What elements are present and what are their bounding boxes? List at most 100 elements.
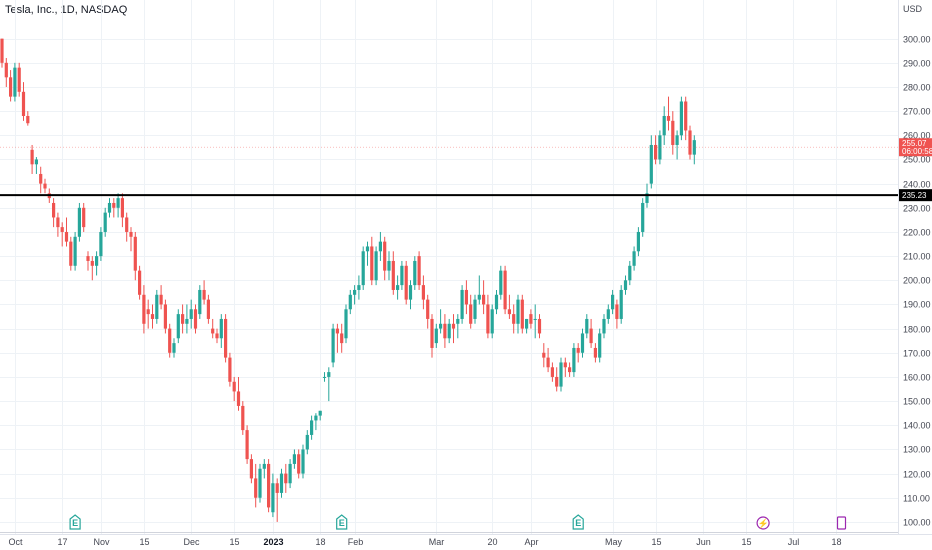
candle-body bbox=[39, 173, 43, 184]
candle bbox=[684, 96, 688, 141]
candle-body bbox=[482, 294, 486, 305]
candle-body bbox=[589, 328, 593, 344]
candle bbox=[245, 425, 249, 464]
candle-body bbox=[52, 202, 56, 218]
candle bbox=[219, 314, 223, 348]
candle-body bbox=[125, 217, 129, 232]
candle-body bbox=[469, 304, 473, 324]
candle-body bbox=[370, 246, 374, 281]
candle-body bbox=[576, 347, 580, 353]
candle bbox=[525, 318, 529, 334]
x-tick-label: Apr bbox=[524, 537, 538, 547]
candle bbox=[236, 376, 241, 411]
candle bbox=[550, 362, 554, 382]
candle bbox=[52, 198, 56, 228]
candle bbox=[90, 256, 94, 281]
candle-body bbox=[176, 314, 180, 339]
candle-body bbox=[21, 91, 26, 116]
y-tick-label: 130.00 bbox=[903, 445, 931, 455]
candle bbox=[404, 260, 408, 305]
current-price-badge bbox=[899, 138, 932, 157]
candle bbox=[365, 241, 370, 266]
candle-body bbox=[284, 473, 288, 484]
candle bbox=[120, 193, 124, 228]
candle-body bbox=[585, 318, 589, 334]
candle bbox=[636, 227, 640, 257]
candle-body bbox=[426, 299, 430, 319]
x-tick-label: 18 bbox=[315, 537, 325, 547]
candle bbox=[176, 309, 180, 344]
candle bbox=[529, 309, 533, 329]
candle-body bbox=[525, 318, 529, 329]
candle bbox=[318, 410, 322, 421]
candle bbox=[542, 343, 546, 368]
candle bbox=[129, 227, 133, 252]
candle-body bbox=[133, 236, 137, 271]
candle-body bbox=[17, 67, 21, 92]
time-scale[interactable]: Oct 17 Nov 15 Dec 15 2023 18 Feb Mar 20 Apr May 15 Jun… bbox=[8, 537, 841, 547]
candle bbox=[310, 415, 314, 440]
candle-body bbox=[537, 318, 542, 334]
horizontal-line[interactable] bbox=[0, 146, 898, 197]
candle bbox=[254, 463, 258, 508]
candle-body bbox=[396, 285, 400, 290]
candle-body bbox=[353, 289, 357, 295]
candle bbox=[301, 444, 305, 479]
candle bbox=[77, 202, 81, 242]
candle-body bbox=[434, 328, 438, 344]
candle bbox=[464, 280, 468, 315]
candle-body bbox=[82, 207, 86, 228]
candle-body bbox=[193, 309, 198, 329]
y-tick-label: 300.00 bbox=[903, 35, 931, 45]
candle bbox=[125, 212, 129, 242]
candle-body bbox=[335, 328, 339, 334]
candle bbox=[443, 314, 447, 348]
candle-body bbox=[254, 478, 258, 498]
candle-body bbox=[305, 434, 309, 450]
candle-body bbox=[4, 62, 8, 78]
candle-body bbox=[516, 299, 520, 324]
x-tick-label: 15 bbox=[651, 537, 661, 547]
candle bbox=[116, 193, 120, 218]
candle bbox=[241, 401, 245, 435]
y-tick-label: 190.00 bbox=[903, 300, 931, 310]
candle-body bbox=[357, 285, 361, 290]
candle bbox=[163, 299, 167, 334]
candle-body bbox=[90, 260, 94, 266]
candle-body bbox=[9, 77, 13, 97]
candle bbox=[228, 352, 232, 387]
candle-body bbox=[572, 347, 576, 373]
y-tick-label: 280.00 bbox=[903, 83, 931, 93]
candle-body bbox=[318, 410, 322, 416]
candle-body bbox=[310, 420, 314, 435]
candle bbox=[331, 323, 335, 368]
candle bbox=[271, 473, 275, 518]
candle-body bbox=[236, 391, 241, 406]
candle-body bbox=[228, 357, 232, 382]
candle bbox=[490, 304, 494, 339]
candle-body bbox=[391, 260, 395, 290]
x-tick-label: 15 bbox=[139, 537, 149, 547]
x-tick-label: 15 bbox=[229, 537, 239, 547]
candle bbox=[185, 304, 189, 334]
candle-body bbox=[163, 304, 167, 329]
dividend-marker bbox=[756, 516, 770, 530]
candle bbox=[357, 275, 361, 300]
candle-body bbox=[198, 289, 202, 315]
y-tick-label: 250.00 bbox=[903, 155, 931, 165]
candle bbox=[563, 357, 567, 377]
candle-body bbox=[43, 183, 47, 189]
candle bbox=[606, 304, 610, 324]
price-scale[interactable]: 300.00 290.00 280.00 270.00 260.00 250.00 240.… bbox=[903, 35, 931, 528]
candle bbox=[679, 96, 683, 141]
candle-body bbox=[241, 405, 245, 431]
y-tick-label: 270.00 bbox=[903, 107, 931, 117]
candle-body bbox=[632, 251, 636, 266]
candle bbox=[533, 304, 537, 339]
candle-body bbox=[611, 294, 615, 310]
candle bbox=[0, 38, 4, 68]
candle-body bbox=[675, 135, 679, 145]
candle-body bbox=[559, 362, 563, 387]
